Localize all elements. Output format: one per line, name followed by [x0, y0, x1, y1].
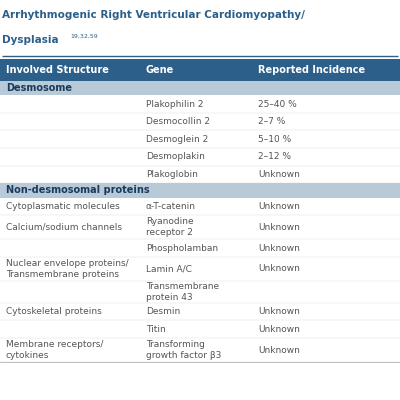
- Text: Unknown: Unknown: [258, 307, 300, 316]
- Text: Calcium/sodium channels: Calcium/sodium channels: [6, 223, 122, 232]
- Bar: [0, 130, 400, 148]
- Bar: [0, 338, 400, 362]
- Text: Cytoplasmatic molecules: Cytoplasmatic molecules: [6, 202, 120, 211]
- Text: Gene: Gene: [146, 65, 174, 75]
- Bar: [0, 198, 400, 215]
- Text: Membrane receptors/
cytokines: Membrane receptors/ cytokines: [6, 340, 103, 360]
- Text: Unknown: Unknown: [258, 170, 300, 179]
- Bar: [0, 95, 400, 113]
- Bar: [0, 81, 400, 95]
- Bar: [0, 239, 400, 257]
- Bar: [0, 183, 400, 198]
- Text: Unknown: Unknown: [258, 325, 300, 334]
- Text: Plakoglobin: Plakoglobin: [146, 170, 198, 179]
- Text: Non-desmosomal proteins: Non-desmosomal proteins: [6, 186, 150, 196]
- Text: Desmin: Desmin: [146, 307, 180, 316]
- Bar: [0, 303, 400, 320]
- Text: Reported Incidence: Reported Incidence: [258, 65, 365, 75]
- Text: Titin: Titin: [146, 325, 166, 334]
- Text: Unknown: Unknown: [258, 223, 300, 232]
- Bar: [0, 320, 400, 338]
- Text: Transforming
growth factor β3: Transforming growth factor β3: [146, 340, 221, 360]
- Text: 19,32,59: 19,32,59: [71, 34, 98, 39]
- Text: Nuclear envelope proteins/
Transmembrane proteins: Nuclear envelope proteins/ Transmembrane…: [6, 259, 129, 279]
- Bar: [0, 215, 400, 239]
- Bar: [0, 148, 400, 166]
- Text: α-T-catenin: α-T-catenin: [146, 202, 196, 211]
- Bar: [0, 59, 400, 81]
- Bar: [0, 281, 400, 303]
- Text: Desmocollin 2: Desmocollin 2: [146, 117, 210, 126]
- Text: Desmosome: Desmosome: [6, 83, 72, 93]
- Text: Unknown: Unknown: [258, 346, 300, 354]
- Text: Unknown: Unknown: [258, 202, 300, 211]
- Text: Desmoglein 2: Desmoglein 2: [146, 135, 208, 144]
- Text: Dysplasia: Dysplasia: [2, 35, 59, 45]
- Text: Phospholamban: Phospholamban: [146, 244, 218, 252]
- Text: Transmembrane
protein 43: Transmembrane protein 43: [146, 282, 219, 302]
- Text: 25–40 %: 25–40 %: [258, 100, 297, 108]
- Text: Unknown: Unknown: [258, 264, 300, 273]
- Bar: [0, 113, 400, 130]
- Text: Arrhythmogenic Right Ventricular Cardiomyopathy/: Arrhythmogenic Right Ventricular Cardiom…: [2, 10, 305, 20]
- Text: Ryanodine
receptor 2: Ryanodine receptor 2: [146, 217, 194, 237]
- Text: Plakophilin 2: Plakophilin 2: [146, 100, 204, 108]
- Text: Lamin A/C: Lamin A/C: [146, 264, 192, 273]
- Text: Cytoskeletal proteins: Cytoskeletal proteins: [6, 307, 102, 316]
- Text: 2–12 %: 2–12 %: [258, 152, 291, 161]
- Text: 5–10 %: 5–10 %: [258, 135, 291, 144]
- Text: Desmoplakin: Desmoplakin: [146, 152, 205, 161]
- Text: Unknown: Unknown: [258, 244, 300, 252]
- Bar: [0, 166, 400, 183]
- Text: Involved Structure: Involved Structure: [6, 65, 109, 75]
- Text: 2–7 %: 2–7 %: [258, 117, 285, 126]
- Bar: [0, 257, 400, 281]
